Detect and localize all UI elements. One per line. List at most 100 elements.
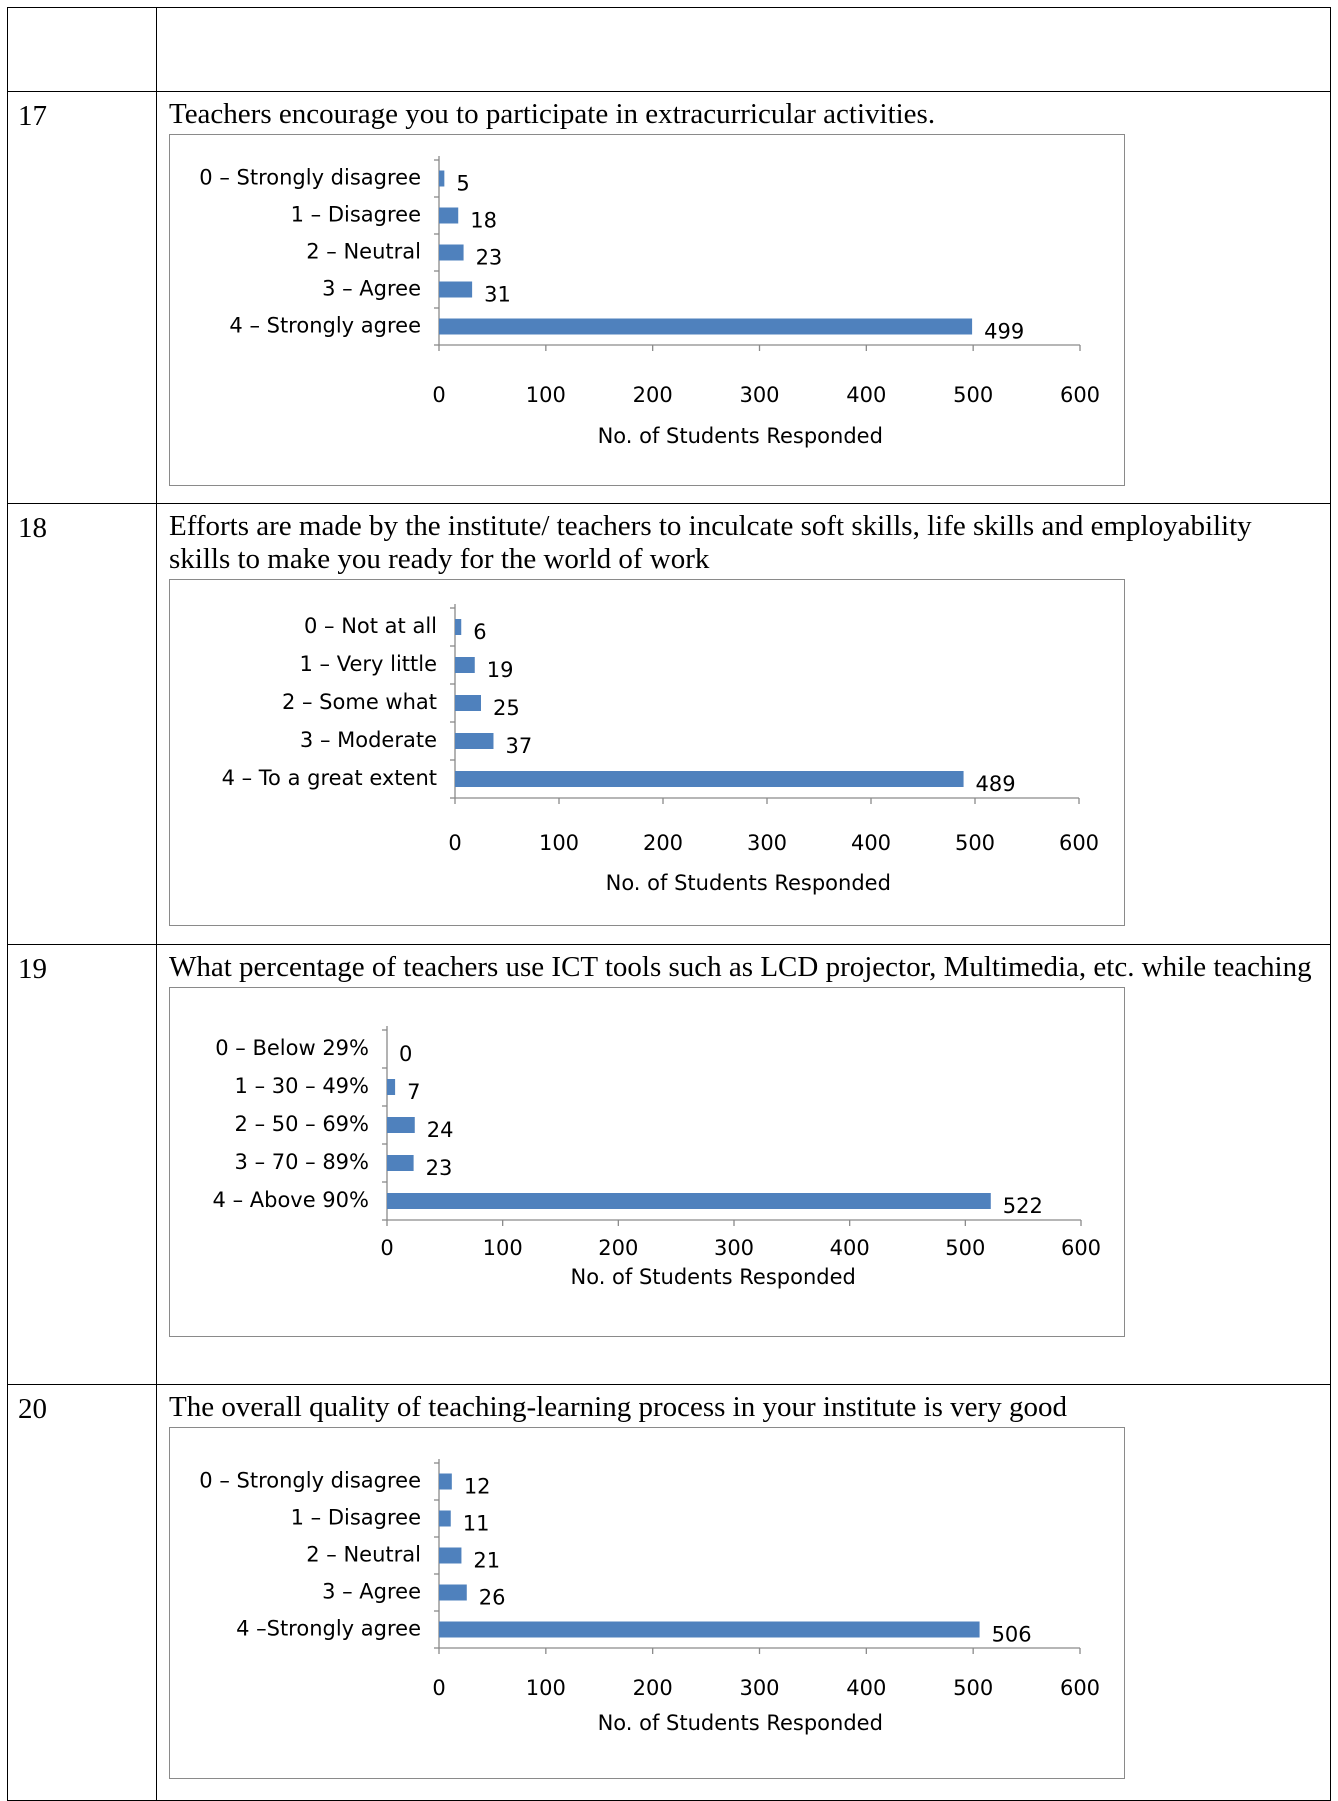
x-tick-label: 0: [432, 1676, 445, 1700]
category-label: 2 – 50 – 69%: [235, 1112, 369, 1136]
data-label: 18: [470, 209, 497, 233]
row-number-cell: 18: [7, 503, 157, 945]
bar: [439, 1547, 462, 1564]
category-label: 0 – Below 29%: [215, 1036, 369, 1060]
bar: [455, 657, 475, 673]
x-axis-title: No. of Students Responded: [606, 871, 891, 895]
x-axis-title: No. of Students Responded: [571, 1265, 856, 1289]
x-tick-label: 100: [539, 831, 579, 855]
category-label: 3 – Moderate: [300, 728, 437, 752]
bar: [387, 1193, 991, 1209]
chart-20: 12 0 – Strongly disagree 11 1 – Disagree 21 2…: [199, 1459, 1100, 1735]
category-label: 1 – 30 – 49%: [235, 1074, 369, 1098]
table-row: 18 Efforts are made by the institute/ te…: [7, 503, 1331, 945]
row-content-cell: The overall quality of teaching-learning…: [156, 1384, 1331, 1801]
bar: [387, 1079, 396, 1095]
row-content-cell: [156, 7, 1331, 92]
data-label: 31: [484, 283, 511, 307]
category-label: 4 – To a great extent: [222, 766, 437, 790]
row-number: 20: [18, 1393, 47, 1425]
row-number-cell: [7, 7, 157, 92]
category-label: 3 – Agree: [322, 277, 421, 301]
survey-table: 17 Teachers encourage you to participate…: [7, 7, 1331, 1801]
x-tick-label: 300: [739, 1676, 779, 1700]
data-label: 506: [992, 1623, 1032, 1647]
category-label: 0 – Strongly disagree: [199, 1469, 421, 1493]
x-tick-label: 400: [830, 1236, 870, 1260]
question-text: [157, 8, 1330, 14]
table-row: 17 Teachers encourage you to participate…: [7, 91, 1331, 504]
category-label: 4 –Strongly agree: [236, 1617, 421, 1641]
data-label: 0: [399, 1042, 412, 1066]
x-tick-label: 400: [851, 831, 891, 855]
x-tick-label: 400: [846, 383, 886, 407]
category-label: 0 – Strongly disagree: [199, 166, 421, 190]
data-label: 5: [456, 172, 469, 196]
data-label: 489: [976, 772, 1016, 796]
category-label: 4 – Above 90%: [213, 1188, 369, 1212]
row-number: 18: [18, 512, 47, 544]
row-number-cell: 17: [7, 91, 157, 504]
x-tick-label: 200: [643, 831, 683, 855]
chart-frame: 5 0 – Strongly disagree 18 1 – Disagree 23 2 …: [169, 134, 1125, 486]
row-number: 17: [18, 100, 47, 132]
table-row: 19 What percentage of teachers use ICT t…: [7, 944, 1331, 1385]
category-label: 2 – Neutral: [306, 240, 421, 264]
data-label: 19: [487, 658, 514, 682]
x-tick-label: 400: [846, 1676, 886, 1700]
question-text: The overall quality of teaching-learning…: [169, 1391, 1067, 1423]
chart-frame: 12 0 – Strongly disagree 11 1 – Disagree 21 2…: [169, 1427, 1125, 1779]
x-tick-label: 200: [598, 1236, 638, 1260]
bar: [439, 318, 973, 335]
x-tick-label: 300: [739, 383, 779, 407]
data-label: 12: [464, 1475, 491, 1499]
row-number: [8, 8, 156, 16]
bar: [439, 1473, 452, 1490]
data-label: 11: [463, 1512, 490, 1536]
data-label: 6: [473, 620, 486, 644]
chart-18: 6 0 – Not at all 19 1 – Very little 25 2 – So…: [222, 604, 1099, 895]
chart-frame: 6 0 – Not at all 19 1 – Very little 25 2 – So…: [169, 579, 1125, 926]
data-label: 23: [426, 1156, 453, 1180]
x-tick-label: 0: [432, 383, 445, 407]
chart-19: 0 0 – Below 29% 7 1 – 30 – 49% 24 2 – 50 – 69…: [213, 1026, 1101, 1289]
category-label: 2 – Neutral: [306, 1543, 421, 1567]
x-tick-label: 500: [955, 831, 995, 855]
category-label: 1 – Very little: [300, 652, 438, 676]
bar: [455, 695, 481, 711]
x-tick-label: 600: [1060, 1676, 1100, 1700]
row-number: 19: [18, 953, 47, 985]
category-label: 1 – Disagree: [291, 1506, 421, 1530]
bar: [439, 170, 445, 187]
data-label: 26: [479, 1586, 506, 1610]
category-label: 0 – Not at all: [304, 614, 437, 638]
x-tick-label: 200: [633, 383, 673, 407]
x-axis-title: No. of Students Responded: [598, 1711, 883, 1735]
bar: [439, 244, 464, 261]
row-content-cell: Efforts are made by the institute/ teach…: [156, 503, 1331, 945]
bar: [439, 281, 473, 298]
data-label: 7: [407, 1080, 420, 1104]
x-tick-label: 600: [1061, 1236, 1101, 1260]
table-row: 20 The overall quality of teaching-learn…: [7, 1384, 1331, 1801]
bar: [387, 1117, 415, 1133]
bar: [439, 1621, 980, 1638]
bar: [455, 619, 462, 635]
x-tick-label: 300: [714, 1236, 754, 1260]
data-label: 21: [473, 1549, 500, 1573]
x-tick-label: 100: [526, 383, 566, 407]
chart-17: 5 0 – Strongly disagree 18 1 – Disagree 23 2 …: [199, 156, 1100, 448]
category-label: 2 – Some what: [282, 690, 437, 714]
table-row: [7, 7, 1331, 92]
bar: [439, 207, 459, 224]
question-text: What percentage of teachers use ICT tool…: [169, 951, 1312, 983]
data-label: 24: [427, 1118, 454, 1142]
x-tick-label: 200: [633, 1676, 673, 1700]
x-tick-label: 600: [1059, 831, 1099, 855]
data-label: 522: [1003, 1194, 1043, 1218]
question-text: Efforts are made by the institute/ teach…: [169, 510, 1252, 575]
category-label: 3 – Agree: [322, 1580, 421, 1604]
x-tick-label: 500: [953, 383, 993, 407]
chart-frame: 0 0 – Below 29% 7 1 – 30 – 49% 24 2 – 50 – 69…: [169, 987, 1125, 1337]
bar: [439, 1510, 451, 1527]
